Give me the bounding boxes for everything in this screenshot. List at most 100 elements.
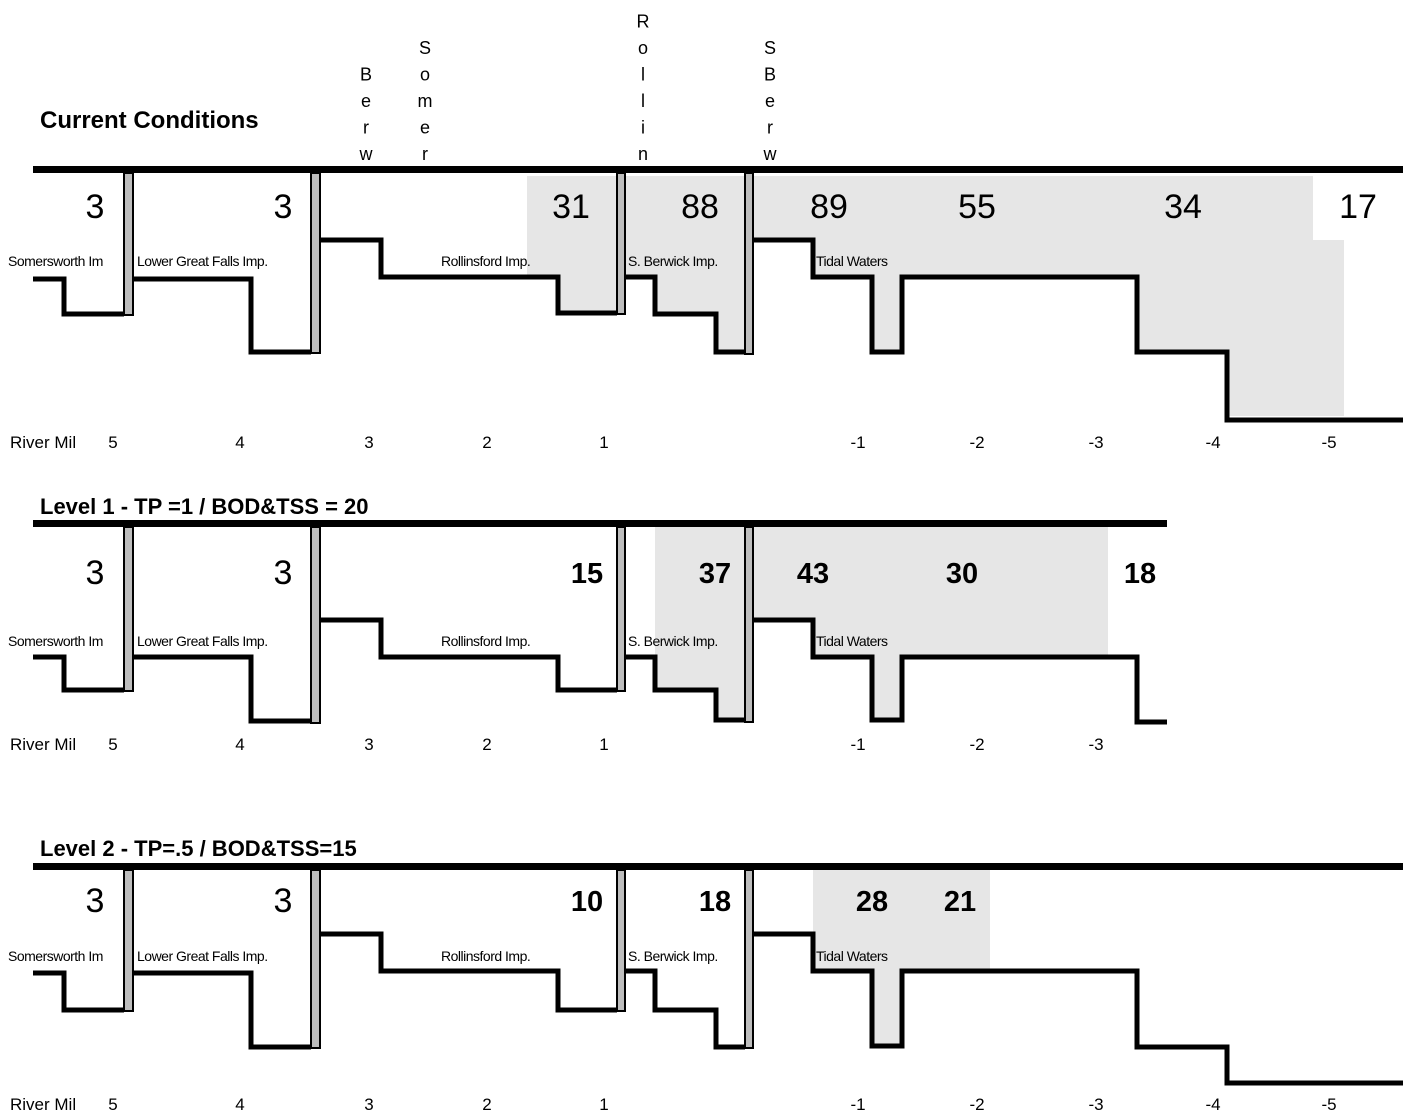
value-label: 88 bbox=[681, 188, 719, 226]
mile-tick: -3 bbox=[1088, 433, 1103, 452]
mile-tick: -1 bbox=[850, 433, 865, 452]
river-mile-axis: River Mil 5 4 3 2 1 -1 -2 -3 -4 -5 bbox=[10, 433, 1337, 452]
mile-tick: 1 bbox=[599, 735, 608, 754]
value-label: 31 bbox=[552, 188, 590, 226]
segment-label: Tidal Waters bbox=[816, 948, 888, 964]
dam-s-berwick bbox=[744, 869, 754, 1049]
river-bed-profile bbox=[33, 931, 1403, 1086]
value-label: 17 bbox=[1339, 188, 1377, 226]
value-label: 55 bbox=[958, 188, 996, 226]
dam-s-berwick bbox=[744, 172, 754, 355]
segment-label: S. Berwick Imp. bbox=[628, 253, 718, 269]
mile-tick: 3 bbox=[364, 735, 373, 754]
segment-label: Lower Great Falls Imp. bbox=[137, 633, 268, 649]
value-label: 28 bbox=[856, 886, 888, 918]
dam-lower-great-falls bbox=[310, 869, 321, 1049]
concentration-values: 3 3 15 37 43 30 18 bbox=[86, 554, 1157, 592]
value-label: 43 bbox=[797, 558, 829, 590]
segment-label: Tidal Waters bbox=[816, 633, 888, 649]
mile-tick: 3 bbox=[364, 433, 373, 452]
river-mile-axis: River Mil 5 4 3 2 1 -1 -2 -3 -4 -5 bbox=[10, 1095, 1337, 1114]
dam-somersworth bbox=[123, 869, 134, 1012]
value-label: 89 bbox=[810, 188, 848, 226]
mile-tick: -4 bbox=[1205, 1095, 1220, 1114]
dam-lower-great-falls bbox=[310, 172, 321, 354]
segment-label: Lower Great Falls Imp. bbox=[137, 253, 268, 269]
value-label: 34 bbox=[1164, 188, 1202, 226]
river-bed-profile bbox=[33, 237, 1403, 423]
mile-tick: -2 bbox=[969, 433, 984, 452]
river-mile-label: River Mil bbox=[10, 433, 76, 452]
value-label: 30 bbox=[946, 558, 978, 590]
mile-tick: 5 bbox=[108, 433, 117, 452]
segment-label: Somersworth Im bbox=[8, 948, 103, 964]
water-surface-line bbox=[33, 520, 1167, 527]
value-label: 3 bbox=[274, 882, 293, 920]
value-label: 3 bbox=[86, 882, 105, 920]
panel-title: Current Conditions bbox=[40, 107, 259, 134]
panel-title: Level 2 - TP=.5 / BOD&TSS=15 bbox=[40, 836, 357, 861]
dams bbox=[123, 869, 754, 1049]
mile-tick: 5 bbox=[108, 1095, 117, 1114]
mile-tick: 4 bbox=[235, 735, 244, 754]
concentration-values: 3 3 31 88 89 55 34 17 bbox=[86, 188, 1377, 226]
mile-tick: 2 bbox=[482, 1095, 491, 1114]
mile-tick: -3 bbox=[1088, 1095, 1103, 1114]
value-label: 3 bbox=[274, 554, 293, 592]
panel-level2: Level 2 - TP=.5 / BOD&TSS=15 3 3 10 18 2… bbox=[8, 836, 1403, 1114]
value-label: 3 bbox=[86, 188, 105, 226]
shaded-area bbox=[527, 176, 1344, 416]
value-label: 37 bbox=[699, 558, 731, 590]
segment-label: Rollinsford Imp. bbox=[441, 633, 530, 649]
river-mile-label: River Mil bbox=[10, 735, 76, 754]
mile-tick: 4 bbox=[235, 1095, 244, 1114]
segment-label: Tidal Waters bbox=[816, 253, 888, 269]
mile-tick: 3 bbox=[364, 1095, 373, 1114]
dam-rollinsford bbox=[616, 869, 626, 1012]
value-label: 10 bbox=[571, 886, 603, 918]
shaded-area bbox=[813, 870, 990, 1046]
value-label: 15 bbox=[571, 558, 603, 590]
segment-label: S. Berwick Imp. bbox=[628, 948, 718, 964]
panel-level1: Level 1 - TP =1 / BOD&TSS = 20 3 3 15 37… bbox=[8, 494, 1167, 754]
value-label: 3 bbox=[86, 554, 105, 592]
mile-tick: -2 bbox=[969, 735, 984, 754]
value-label: 21 bbox=[944, 886, 976, 918]
value-label: 3 bbox=[274, 188, 293, 226]
shaded-area bbox=[655, 527, 1108, 720]
value-label: 18 bbox=[1124, 558, 1156, 590]
mile-tick: 1 bbox=[599, 433, 608, 452]
mile-tick: -1 bbox=[850, 1095, 865, 1114]
dam-somersworth bbox=[123, 526, 134, 692]
river-bed-profile bbox=[33, 617, 1167, 725]
segment-label: S. Berwick Imp. bbox=[628, 633, 718, 649]
segment-label: Rollinsford Imp. bbox=[441, 948, 530, 964]
dams bbox=[123, 526, 754, 724]
mile-tick: 2 bbox=[482, 433, 491, 452]
water-surface-line bbox=[33, 166, 1403, 173]
dam-rollinsford bbox=[616, 172, 626, 315]
mile-tick: -3 bbox=[1088, 735, 1103, 754]
mile-tick: -1 bbox=[850, 735, 865, 754]
river-mile-label: River Mil bbox=[10, 1095, 76, 1114]
dam-lower-great-falls bbox=[310, 526, 321, 724]
river-mile-axis: River Mil 5 4 3 2 1 -1 -2 -3 bbox=[10, 735, 1104, 754]
segment-labels: Somersworth Im Lower Great Falls Imp. Ro… bbox=[8, 253, 889, 269]
dams bbox=[123, 172, 754, 355]
concentration-values: 3 3 10 18 28 21 bbox=[86, 882, 977, 920]
segment-label: Lower Great Falls Imp. bbox=[137, 948, 268, 964]
segment-label: Rollinsford Imp. bbox=[441, 253, 530, 269]
segment-label: Somersworth Im bbox=[8, 253, 103, 269]
mile-tick: -4 bbox=[1205, 433, 1220, 452]
mile-tick: -5 bbox=[1321, 433, 1336, 452]
mile-tick: 5 bbox=[108, 735, 117, 754]
dam-s-berwick bbox=[744, 526, 754, 723]
segment-labels: Somersworth Im Lower Great Falls Imp. Ro… bbox=[8, 633, 889, 649]
segment-label: Somersworth Im bbox=[8, 633, 103, 649]
